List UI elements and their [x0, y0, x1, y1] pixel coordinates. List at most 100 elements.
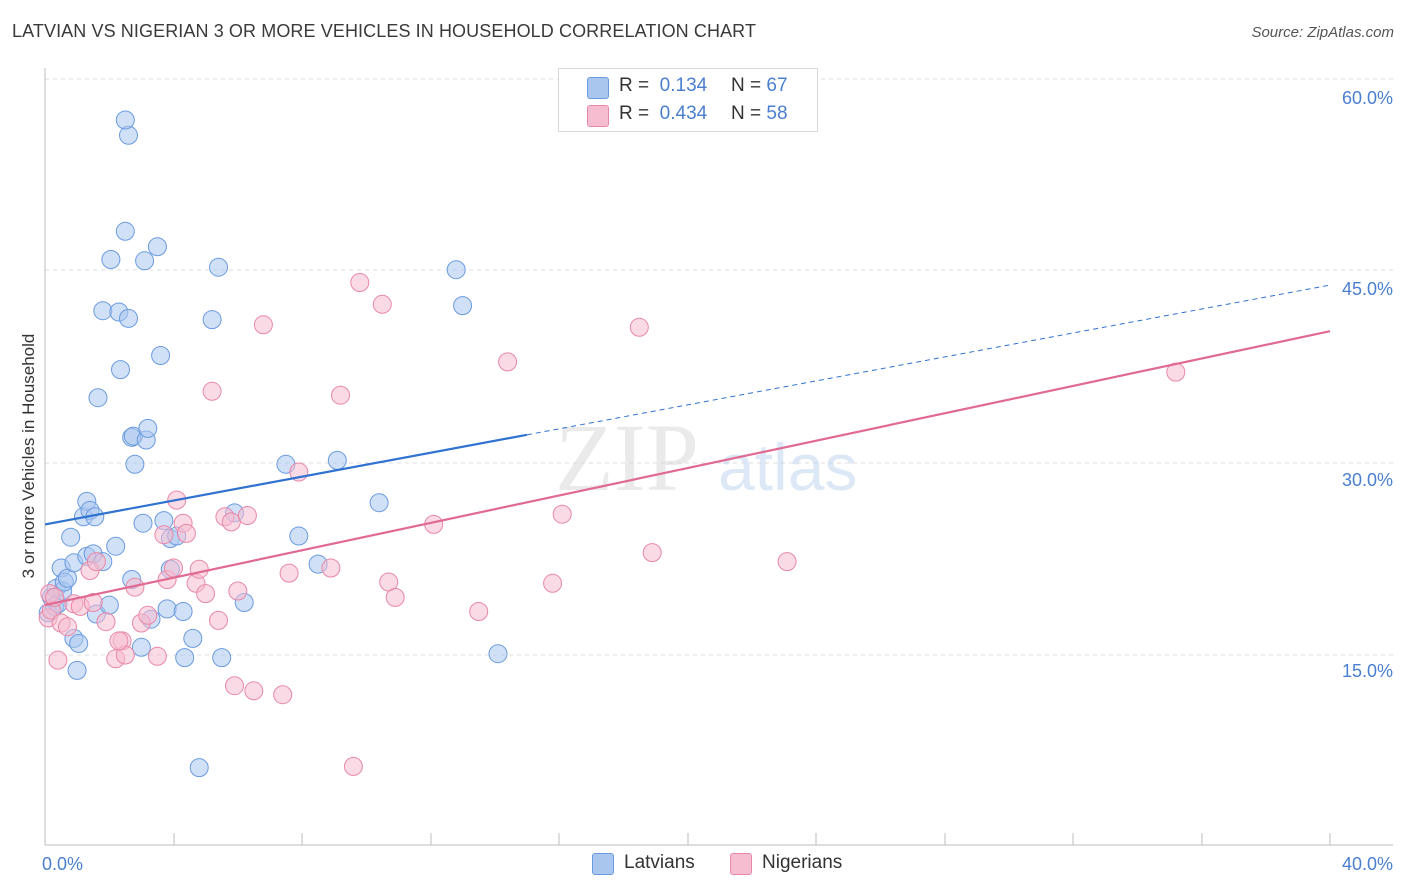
nigerian-point-18 [138, 605, 158, 625]
latvian-point-66 [119, 308, 138, 328]
r-label: R = [619, 75, 650, 96]
axes [44, 68, 1393, 846]
nigerian-point-30 [209, 610, 228, 630]
nigerian-point-28 [196, 584, 216, 604]
x-tick-label-min: 0.0% [42, 854, 83, 874]
latvian-point-49 [175, 648, 195, 668]
nigerian-point-22 [164, 558, 183, 578]
nigerian-point-43 [343, 756, 363, 776]
latvian-points [38, 110, 508, 778]
nigerian-point-19 [147, 646, 167, 666]
nigerian-point-27 [189, 559, 209, 579]
nigerian-point-34 [228, 581, 248, 601]
latvian-point-35 [131, 637, 151, 657]
nigerian-point-53 [629, 317, 649, 337]
nigerian-point-10 [83, 593, 103, 612]
y-tick-label: 60.0% [1342, 88, 1393, 108]
latvian-point-48 [173, 602, 193, 621]
latvian-point-61 [369, 493, 389, 513]
nigerian-point-38 [273, 685, 293, 705]
latvian-point-54 [212, 648, 232, 668]
y-tick-labels: 60.0% 45.0% 30.0% 15.0% [1342, 88, 1393, 681]
latvian-point-9 [61, 527, 81, 547]
n-label: N = [731, 103, 762, 124]
grid-lines [45, 78, 1393, 656]
r-value: 0.134 [659, 75, 708, 96]
legend-swatch-latvians [592, 853, 614, 875]
latvian-trend-extension [526, 284, 1331, 436]
n-value: 67 [766, 75, 788, 96]
nigerian-point-20 [154, 525, 174, 545]
nigerian-point-51 [543, 573, 563, 593]
watermark-atlas: atlas [718, 430, 857, 504]
latvian-point-51 [189, 758, 209, 778]
nigerian-point-12 [96, 612, 116, 632]
latvian-point-53 [209, 257, 228, 277]
x-tick-labels: 0.0% 40.0% [42, 854, 1393, 874]
nigerian-point-41 [321, 558, 341, 578]
latvian-point-63 [453, 296, 473, 316]
latvian-point-64 [488, 644, 508, 664]
x-tick-label-max: 40.0% [1342, 854, 1393, 874]
latvian-point-29 [115, 221, 135, 241]
trend-lines [44, 284, 1331, 607]
nigerian-point-4 [48, 650, 68, 670]
latvian-point-34 [125, 454, 145, 474]
nigerian-point-52 [552, 504, 572, 524]
latvian-trend-line [44, 433, 528, 526]
source-label: Source: ZipAtlas.com [1251, 24, 1394, 41]
y-axis-label: 3 or more Vehicles in Household [19, 334, 38, 579]
latvian-point-26 [106, 536, 126, 556]
nigerian-point-6 [58, 617, 77, 637]
r-value: 0.434 [659, 103, 708, 124]
latvian-point-42 [151, 346, 171, 365]
nigerian-point-11 [86, 552, 106, 572]
latvian-point-52 [202, 310, 222, 330]
latvian-point-44 [157, 599, 177, 619]
nigerian-points [38, 273, 1186, 776]
nigerian-point-47 [385, 587, 405, 607]
chart-title: LATVIAN VS NIGERIAN 3 OR MORE VEHICLES I… [12, 21, 757, 41]
latvian-point-37 [135, 251, 155, 271]
r-label: R = [619, 103, 650, 124]
nigerian-point-37 [253, 315, 273, 335]
nigerian-point-32 [221, 512, 241, 532]
latvian-point-60 [327, 450, 347, 470]
nigerian-point-57 [109, 631, 129, 651]
n-value: 58 [766, 103, 788, 124]
nigerian-trend-line [44, 330, 1331, 607]
latvian-point-12 [67, 660, 87, 680]
legend-swatch-nigerians [730, 853, 752, 875]
nigerian-point-55 [777, 552, 797, 572]
nigerian-point-25 [176, 523, 196, 543]
n-label: N = [731, 75, 762, 96]
nigerian-point-29 [202, 381, 222, 401]
nigerian-point-39 [279, 563, 299, 583]
latvian-point-24 [99, 595, 119, 615]
latvian-point-25 [101, 250, 121, 269]
correlation-legend: R = 0.134 N = 67 R = 0.434 N = 58 [558, 68, 818, 132]
nigerian-point-33 [225, 676, 244, 696]
nigerian-point-44 [350, 273, 370, 292]
latvian-point-28 [111, 360, 130, 380]
legend-label-latvians: Latvians [624, 852, 695, 873]
latvian-point-65 [115, 110, 135, 130]
nigerian-point-42 [331, 385, 350, 405]
nigerian-point-36 [244, 681, 264, 701]
y-tick-label: 45.0% [1342, 279, 1393, 299]
latvian-point-23 [93, 301, 113, 321]
latvian-point-58 [289, 526, 309, 546]
latvian-point-39 [138, 418, 158, 438]
latvian-point-30 [119, 125, 138, 145]
watermark: ZIP atlas [555, 404, 857, 511]
nigerian-point-35 [237, 506, 257, 525]
watermark-zip: ZIP [555, 404, 699, 511]
legend-swatch-latvians [587, 77, 609, 99]
nigerian-point-54 [642, 543, 662, 563]
legend-label-nigerians: Nigerians [762, 852, 843, 873]
legend-swatch-nigerians [587, 105, 609, 127]
latvian-point-36 [133, 513, 153, 533]
latvian-point-50 [183, 628, 203, 648]
latvian-point-41 [147, 237, 167, 257]
